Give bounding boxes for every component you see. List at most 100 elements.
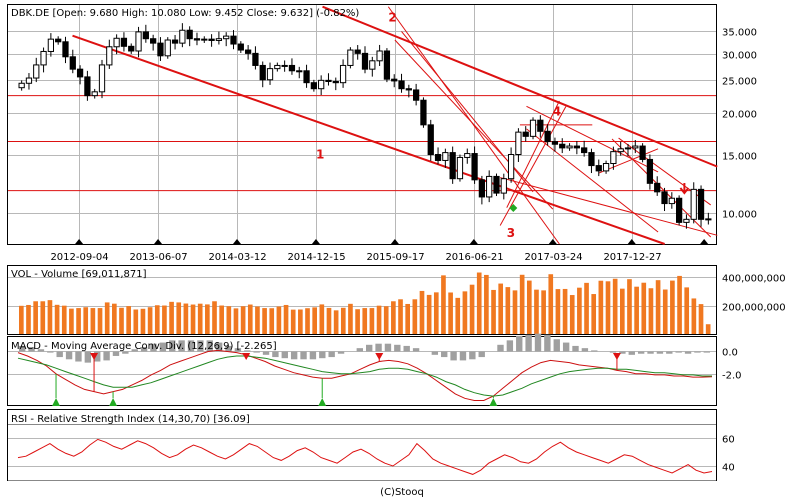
macd-histogram-bar	[684, 351, 692, 354]
price-y-tick: 25.000	[722, 77, 757, 88]
volume-bar	[133, 309, 139, 334]
macd-histogram-bar	[675, 351, 682, 353]
candle-body	[193, 38, 201, 41]
stooq-credit: (C)Stooq	[380, 487, 424, 498]
volume-bar	[441, 275, 446, 334]
macd-histogram-bar	[637, 351, 645, 354]
candle-body	[398, 80, 405, 90]
volume-bar	[362, 308, 368, 334]
macd-histogram-bar	[309, 351, 317, 360]
volume-bar	[376, 305, 382, 334]
volume-bar	[419, 290, 425, 334]
candle-body	[230, 35, 237, 45]
macd-sell-marker	[90, 353, 99, 360]
macd-histogram-bar	[94, 351, 101, 362]
price-x-tick-labels: 2012-09-04 2013-06-07 2014-03-12 2014-12-15…	[50, 252, 661, 263]
volume-bar	[290, 309, 296, 334]
candle-body	[135, 31, 142, 52]
candle-body	[683, 218, 690, 223]
candle-body	[559, 143, 566, 149]
volume-bar	[61, 305, 67, 334]
macd-histogram-bar	[215, 342, 223, 352]
macd-histogram-bar	[544, 334, 551, 352]
volume-bar	[119, 307, 124, 334]
volume-bar	[340, 307, 346, 334]
candle-body	[449, 152, 456, 180]
macd-histogram-bar	[19, 345, 26, 352]
volume-bar	[312, 307, 317, 334]
macd-histogram-bar	[197, 340, 204, 352]
volume-header: VOL - Volume [69,011,871]	[11, 269, 147, 280]
trendline-number: 2	[388, 10, 396, 24]
candle-body	[106, 46, 113, 66]
candle-body	[18, 82, 25, 89]
volume-bar	[176, 302, 182, 334]
macd-buy-marker	[489, 398, 498, 406]
candle-body	[602, 163, 610, 172]
macd-histogram-bar	[562, 342, 570, 352]
candle-body	[581, 147, 588, 154]
volume-bar	[512, 290, 518, 334]
candle-body	[157, 42, 164, 57]
volume-bar	[705, 324, 711, 334]
volume-bar	[462, 291, 468, 334]
macd-histogram-bar	[412, 348, 420, 352]
volume-grid	[8, 277, 716, 307]
macd-histogram-bar	[272, 351, 279, 358]
pivot-marker	[700, 239, 709, 244]
price-horizontal-levels	[8, 95, 716, 192]
price-x-tick: 2014-12-15	[287, 252, 345, 263]
price-x-tick: 2017-03-24	[524, 252, 582, 263]
candle-body	[339, 64, 347, 84]
volume-bar	[433, 292, 439, 334]
macd-histogram-bar	[112, 351, 120, 356]
macd-histogram-bar	[459, 351, 467, 361]
macd-histogram-bar	[37, 349, 45, 352]
candle-body	[434, 154, 442, 161]
candle-body	[705, 218, 712, 221]
volume-bar	[691, 298, 697, 334]
macd-buy-marker	[318, 398, 327, 406]
volume-bar	[405, 303, 411, 334]
volume-y-tick: 400,000,000	[722, 274, 786, 285]
volume-bar	[348, 303, 353, 334]
volume-bar	[283, 304, 289, 334]
candle-body	[610, 151, 617, 165]
macd-histogram-bar	[131, 349, 138, 352]
candle-body	[654, 182, 661, 193]
price-panel-frame	[7, 4, 717, 245]
volume-bar	[541, 290, 546, 334]
price-x-tick: 2015-09-17	[366, 252, 424, 263]
trendline	[526, 128, 659, 233]
candle-body	[376, 50, 383, 62]
volume-bar	[255, 306, 260, 334]
price-x-tick: 2017-12-27	[603, 252, 661, 263]
price-y-tick: 30.000	[722, 51, 757, 62]
candle-body	[405, 88, 412, 91]
candle-body	[303, 70, 310, 84]
macd-histogram-bar	[159, 342, 167, 352]
macd-histogram-bar	[497, 344, 504, 352]
macd-histogram-bar	[140, 347, 148, 352]
macd-histogram-bar	[581, 348, 589, 352]
candle-body	[120, 37, 128, 47]
candle-body	[244, 49, 252, 54]
volume-bar	[333, 310, 339, 334]
candle-body	[697, 188, 705, 220]
candle-body	[208, 38, 215, 41]
candle-body	[690, 188, 697, 220]
pivot-marker	[75, 239, 84, 244]
macd-histogram-bar	[103, 351, 110, 361]
volume-bar	[591, 294, 597, 334]
candle-body	[98, 64, 106, 93]
volume-bar	[219, 305, 224, 334]
trendline	[322, 5, 718, 168]
price-trendlines	[72, 5, 718, 245]
volume-bar	[76, 308, 81, 334]
candle-body	[55, 38, 62, 43]
price-y-tick: 10.000	[722, 210, 757, 221]
volume-bar	[240, 306, 246, 334]
volume-bar	[26, 304, 31, 334]
candle-body	[675, 197, 683, 223]
